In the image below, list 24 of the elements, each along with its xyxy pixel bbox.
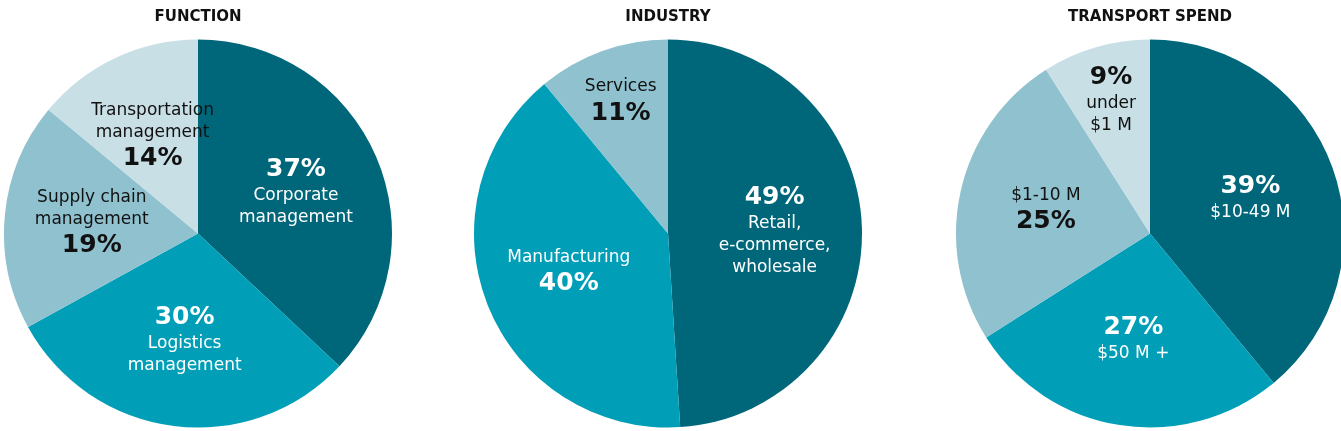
slice-label: Services — [584, 75, 657, 96]
data-label: 9% — [1089, 60, 1133, 90]
data-label: 49% — [744, 180, 805, 210]
slice-label: Corporate management — [238, 183, 354, 226]
slice-label: $50 M + — [1097, 342, 1170, 363]
data-label: 39% — [1220, 169, 1281, 199]
slice-label: Supply chain management — [34, 185, 150, 228]
chart-title: INDUSTRY — [625, 6, 712, 25]
chart-title: FUNCTION — [154, 6, 242, 25]
slice-label: Retail, e-commerce, wholesale — [718, 211, 831, 276]
data-label: 30% — [154, 300, 215, 330]
slice-label: Manufacturing — [507, 246, 631, 267]
data-label: 27% — [1103, 311, 1164, 341]
chart-title: TRANSPORT SPEND — [1068, 6, 1232, 25]
data-label: 25% — [1015, 204, 1076, 234]
slice-label: $1-10 M — [1011, 183, 1081, 204]
slice-label: $10-49 M — [1210, 200, 1291, 221]
data-label: 14% — [122, 142, 183, 172]
data-label: 11% — [590, 96, 651, 126]
slice-label: under $1 M — [1086, 91, 1136, 134]
data-label: 37% — [266, 152, 326, 182]
data-label: 19% — [61, 228, 122, 258]
slice-label: Logistics management — [127, 331, 242, 374]
data-label: 40% — [538, 267, 599, 297]
